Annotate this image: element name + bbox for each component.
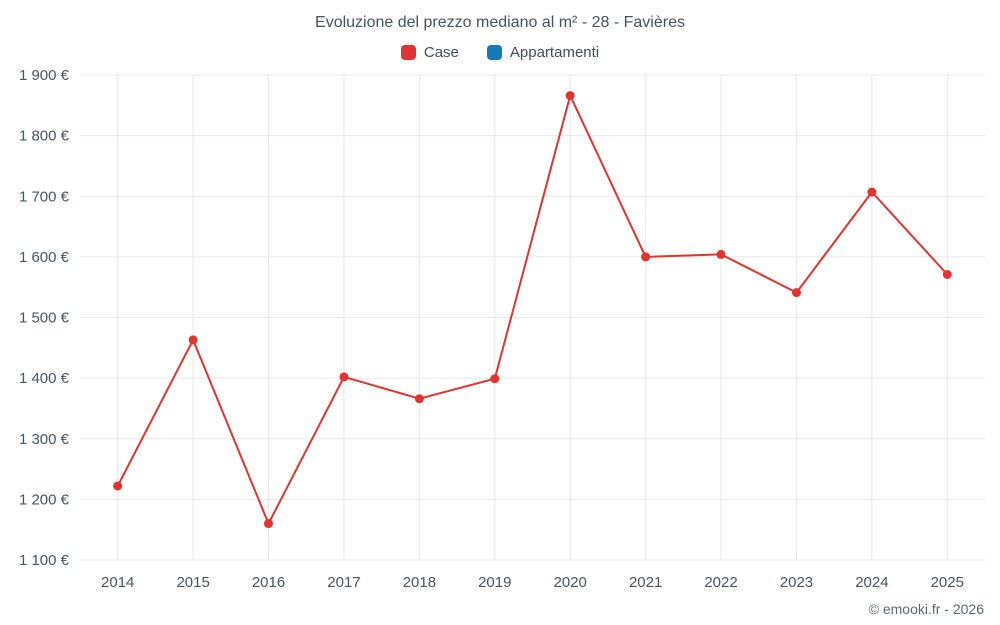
y-axis-tick-label: 1 500 € [19,310,70,327]
x-axis-tick-label: 2018 [403,574,436,591]
y-axis-tick-label: 1 300 € [19,431,70,448]
y-axis-tick-label: 1 200 € [19,491,70,508]
x-axis-tick-label: 2021 [629,574,662,591]
x-axis-tick-label: 2017 [327,574,360,591]
data-point-case-2019[interactable] [490,374,500,384]
x-axis-tick-label: 2023 [780,574,813,591]
x-axis-tick-label: 2022 [704,574,737,591]
y-axis-tick-label: 1 900 € [19,67,70,84]
y-axis-tick-label: 1 800 € [19,128,70,145]
data-point-case-2025[interactable] [942,270,952,279]
data-point-case-2021[interactable] [641,252,651,262]
y-axis-tick-label: 1 100 € [19,552,70,569]
x-axis-tick-label: 2025 [931,574,964,591]
legend-swatch-case-icon [400,45,416,60]
x-axis-tick-label: 2020 [554,574,587,591]
data-point-case-2017[interactable] [339,372,349,382]
x-axis-tick-label: 2024 [855,574,888,591]
chart-legend: Case Appartamenti [0,44,1000,61]
y-axis-tick-label: 1 600 € [19,249,70,266]
legend-item-case[interactable]: Case [400,44,459,61]
legend-item-appartamenti[interactable]: Appartamenti [486,44,600,61]
data-point-case-2020[interactable] [565,91,575,101]
x-axis-tick-label: 2015 [176,574,209,591]
y-axis-tick-label: 1 400 € [19,370,70,387]
copyright-text: © emooki.fr - 2026 [868,601,984,617]
chart-title: Evoluzione del prezzo mediano al m² - 28… [315,14,685,31]
x-axis-tick-label: 2019 [478,574,511,591]
x-axis-tick-label: 2014 [101,574,134,591]
legend-swatch-appartamenti-icon [486,45,502,60]
data-point-case-2024[interactable] [867,187,877,197]
data-point-case-2023[interactable] [792,288,801,298]
legend-label-appartamenti: Appartamenti [509,44,600,61]
y-axis-tick-label: 1 700 € [19,188,70,205]
data-point-case-2015[interactable] [188,335,198,345]
x-axis-tick-label: 2016 [252,574,285,591]
legend-label-case: Case [423,44,459,61]
data-point-case-2014[interactable] [113,481,123,491]
data-point-case-2022[interactable] [716,249,726,259]
series-line-case [116,94,949,525]
data-point-case-2016[interactable] [264,519,273,529]
data-point-case-2018[interactable] [414,394,424,404]
